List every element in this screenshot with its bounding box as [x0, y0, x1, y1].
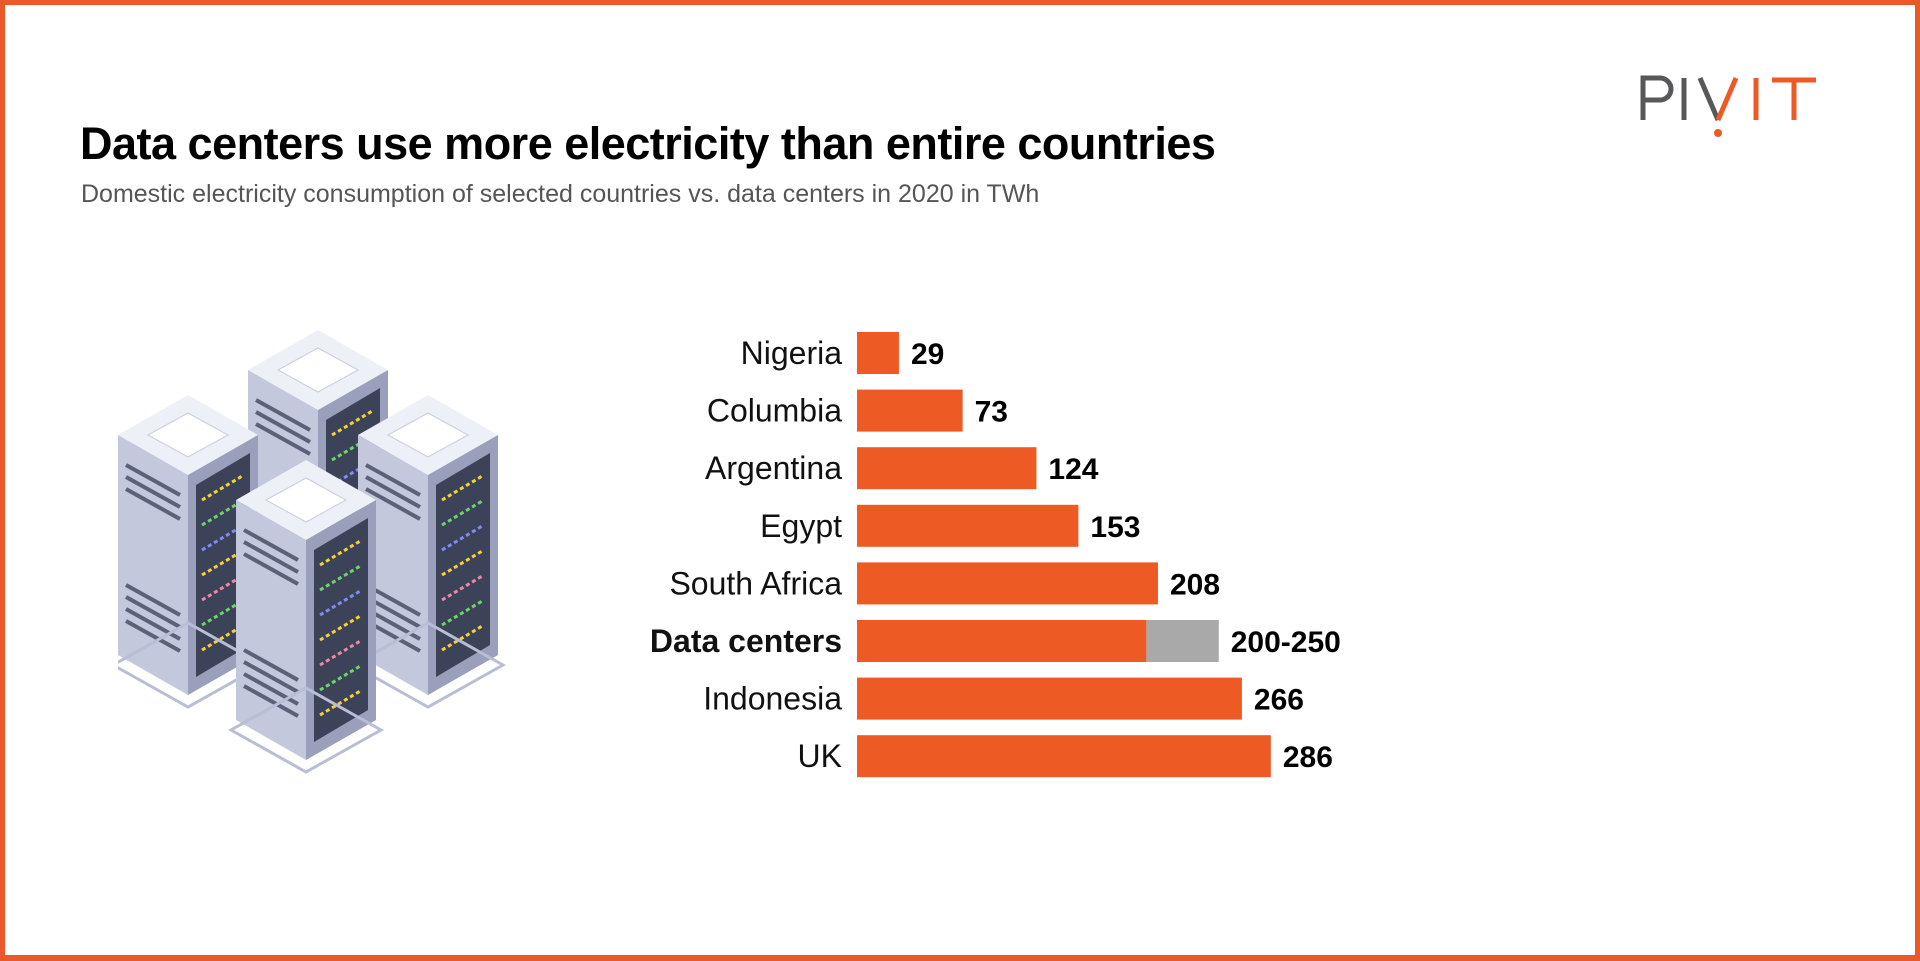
bar — [857, 620, 1147, 662]
category-label: Indonesia — [703, 681, 842, 717]
category-label: Columbia — [707, 393, 842, 429]
bar — [857, 677, 1242, 720]
data-label: 208 — [1170, 568, 1220, 601]
data-label: 29 — [911, 338, 944, 371]
data-label: 73 — [975, 396, 1008, 429]
data-label: 124 — [1048, 453, 1098, 486]
bar — [857, 504, 1079, 547]
data-label: 286 — [1283, 741, 1333, 774]
bar — [857, 389, 963, 432]
chart-title: Data centers use more electricity than e… — [80, 118, 1216, 169]
category-label: UK — [798, 738, 842, 774]
category-label: South Africa — [669, 565, 842, 601]
chart-subtitle: Domestic electricity consumption of sele… — [81, 180, 1040, 208]
data-label: 266 — [1254, 684, 1304, 717]
data-label: 200-250 — [1231, 626, 1341, 659]
category-label: Nigeria — [741, 335, 843, 371]
bar — [857, 735, 1271, 778]
bar — [857, 332, 899, 374]
pivit-logo — [1640, 75, 1816, 137]
category-label: Egypt — [760, 508, 842, 544]
bar — [857, 447, 1037, 490]
category-label: Data centers — [650, 623, 842, 659]
bar — [857, 562, 1158, 605]
category-label: Argentina — [705, 450, 842, 486]
range-bar — [1146, 620, 1219, 662]
data-label: 153 — [1090, 511, 1140, 544]
